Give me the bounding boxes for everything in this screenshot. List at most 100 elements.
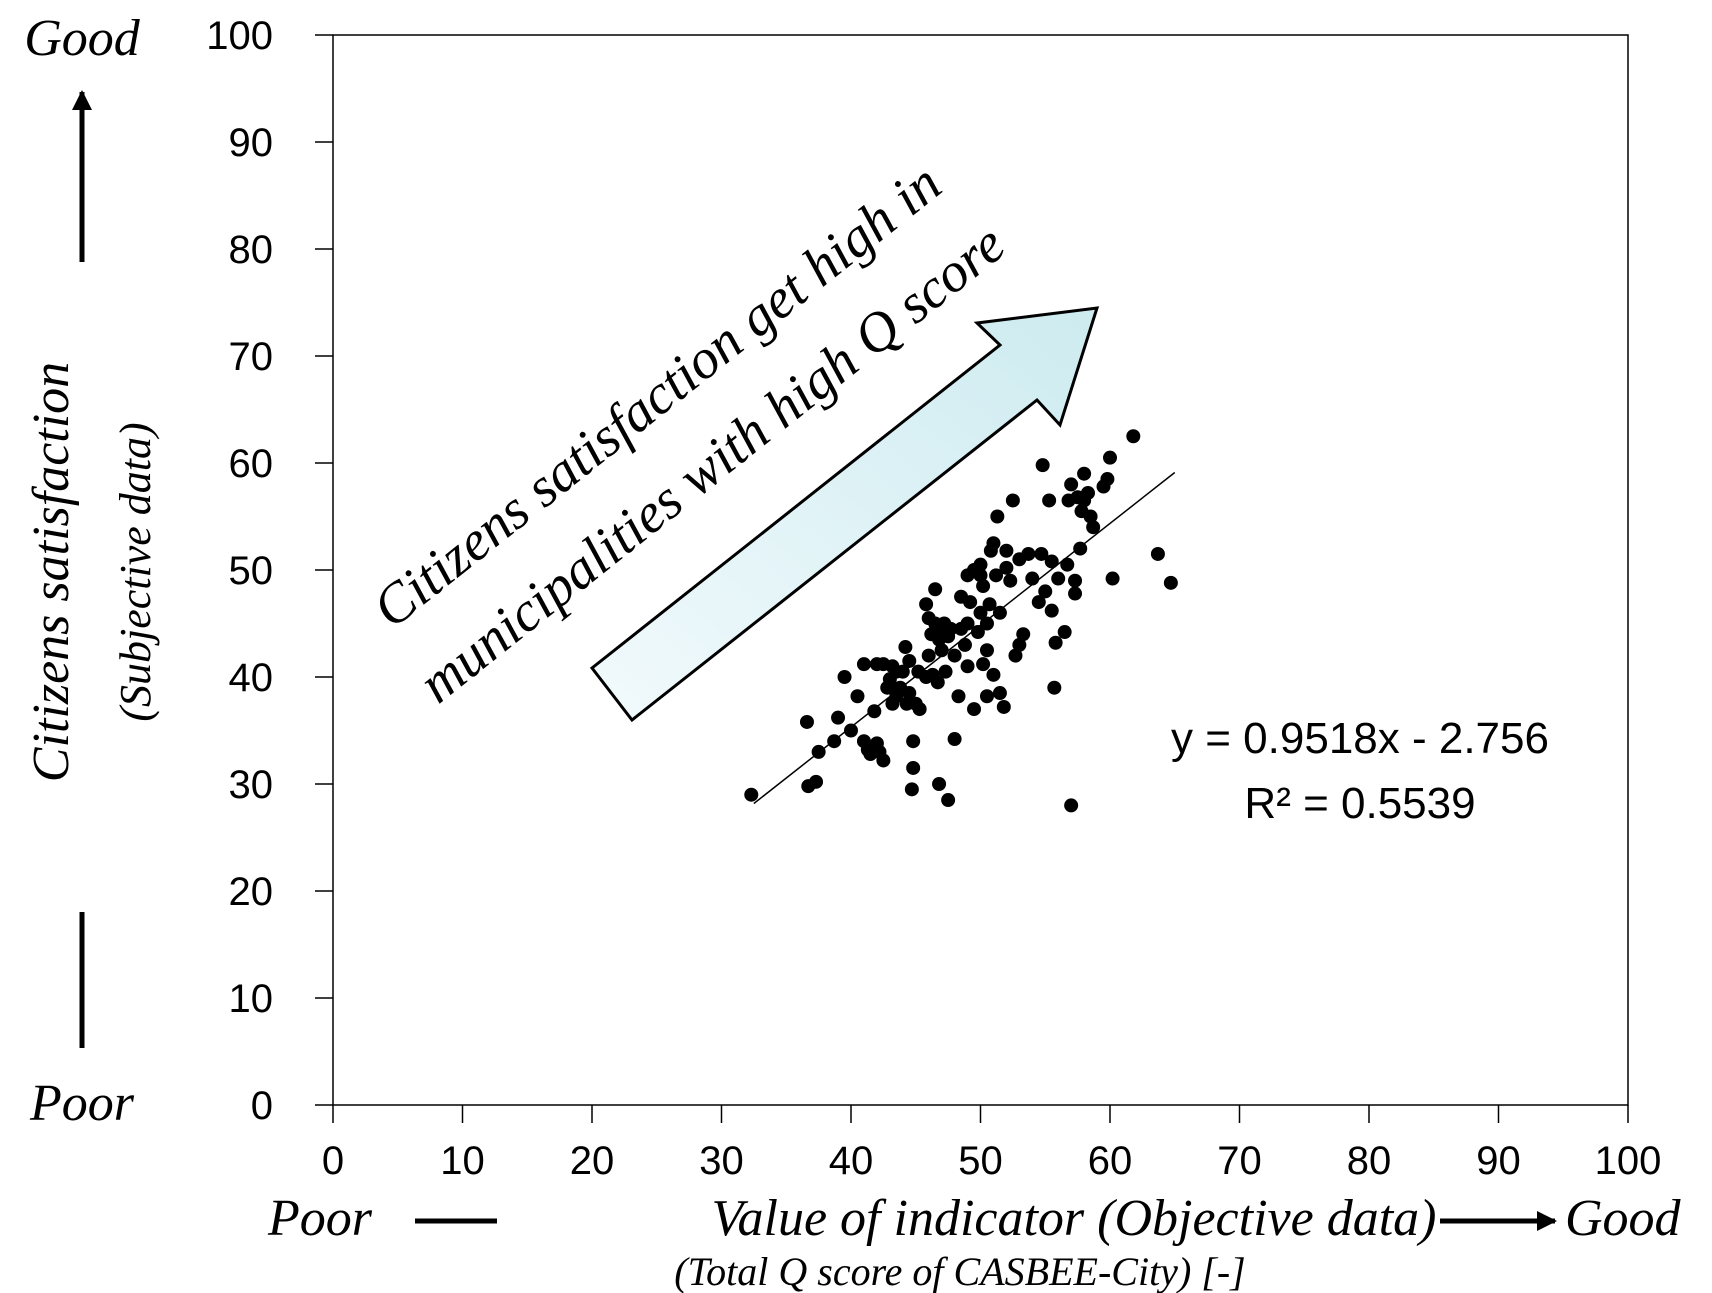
data-point <box>1064 477 1079 492</box>
y-axis-subtitle: (Subjective data) <box>111 422 160 721</box>
data-point <box>1163 575 1178 590</box>
data-point <box>1150 546 1165 561</box>
y-good-label: Good <box>24 10 141 67</box>
data-point <box>844 723 858 738</box>
trendline-equation: y = 0.9518x - 2.756 <box>1171 714 1549 763</box>
data-point <box>1077 466 1092 481</box>
y-tick-label: 80 <box>229 228 274 272</box>
data-point <box>1086 520 1101 535</box>
data-point <box>973 568 988 583</box>
y-tick-label: 40 <box>229 656 274 700</box>
data-point <box>744 787 759 802</box>
data-point <box>938 664 953 679</box>
data-point <box>1044 554 1059 569</box>
data-point <box>976 579 991 594</box>
data-point <box>1044 603 1059 618</box>
data-point <box>1103 450 1117 465</box>
x-axis-title: Value of indicator (Objective data) <box>712 1190 1437 1247</box>
data-point <box>876 753 891 768</box>
data-point <box>990 509 1005 524</box>
data-point <box>960 659 975 674</box>
r-squared-label: R² = 0.5539 <box>1244 779 1475 828</box>
y-axis: 0 10 20 30 40 50 60 70 80 90 100 <box>206 14 333 1128</box>
data-point <box>1057 625 1072 640</box>
data-point <box>986 536 1001 551</box>
data-points <box>744 429 1178 813</box>
x-tick-label: 30 <box>699 1139 744 1183</box>
data-point <box>941 793 956 808</box>
data-point <box>912 702 927 717</box>
x-axis: 0 10 20 30 40 50 60 70 80 90 100 <box>322 1105 1662 1183</box>
data-point <box>895 664 910 679</box>
x-tick-label: 70 <box>1217 1139 1262 1183</box>
y-tick-label: 60 <box>229 442 274 486</box>
data-point <box>809 774 824 789</box>
data-point <box>1126 429 1141 444</box>
data-point <box>1034 546 1049 561</box>
data-point <box>902 653 917 668</box>
x-tick-label: 100 <box>1595 1139 1662 1183</box>
x-axis-subtitle: (Total Q score of CASBEE-City) [-] <box>674 1249 1245 1293</box>
data-point <box>992 605 1007 620</box>
data-point <box>1025 571 1040 586</box>
x-tick-label: 50 <box>958 1139 1003 1183</box>
data-point <box>947 648 962 663</box>
data-point <box>904 782 919 797</box>
data-point <box>1031 595 1046 610</box>
data-point <box>1005 493 1020 508</box>
data-point <box>856 657 871 672</box>
data-point <box>902 686 917 701</box>
data-point <box>1042 493 1057 508</box>
data-point <box>934 643 949 658</box>
data-point <box>960 616 975 631</box>
data-point <box>1047 680 1062 695</box>
data-point <box>928 582 943 597</box>
data-point <box>973 605 988 620</box>
data-point <box>1068 573 1083 588</box>
data-point <box>1016 627 1031 642</box>
data-point <box>967 702 982 717</box>
data-point <box>951 689 966 704</box>
y-tick-label: 10 <box>229 977 274 1021</box>
annotation-line-1: Citizens satisfaction get high in <box>361 152 952 640</box>
data-point <box>999 543 1014 558</box>
data-point <box>979 616 994 631</box>
data-point <box>996 699 1011 714</box>
data-point <box>1080 485 1095 500</box>
y-tick-label: 0 <box>251 1084 273 1128</box>
data-point <box>932 777 947 791</box>
data-point <box>1073 541 1088 556</box>
data-point <box>1021 546 1036 561</box>
data-point <box>811 744 826 759</box>
data-point <box>957 637 972 652</box>
data-point <box>906 760 921 775</box>
data-point <box>1035 458 1050 473</box>
data-point <box>1048 635 1063 650</box>
data-point <box>837 670 852 684</box>
data-point <box>930 675 945 690</box>
x-tick-label: 10 <box>440 1139 485 1183</box>
data-point <box>1003 573 1018 588</box>
data-point <box>992 686 1007 701</box>
y-tick-label: 30 <box>229 763 274 807</box>
data-point <box>943 621 958 636</box>
data-point <box>1083 509 1098 524</box>
x-poor-label: Poor <box>267 1190 373 1247</box>
x-good-label: Good <box>1565 1190 1682 1247</box>
data-point <box>979 643 994 658</box>
x-tick-label: 20 <box>570 1139 615 1183</box>
data-point <box>986 667 1001 682</box>
data-point <box>1060 557 1075 572</box>
data-point <box>1105 571 1120 586</box>
data-point <box>970 625 985 640</box>
data-point <box>1100 472 1115 487</box>
x-tick-label: 60 <box>1088 1139 1133 1183</box>
y-tick-label: 20 <box>229 870 274 914</box>
data-point <box>867 704 882 719</box>
data-point <box>919 597 934 612</box>
data-point <box>999 560 1014 575</box>
y-tick-label: 90 <box>229 121 274 165</box>
data-point <box>799 714 814 729</box>
data-point <box>1051 571 1066 586</box>
